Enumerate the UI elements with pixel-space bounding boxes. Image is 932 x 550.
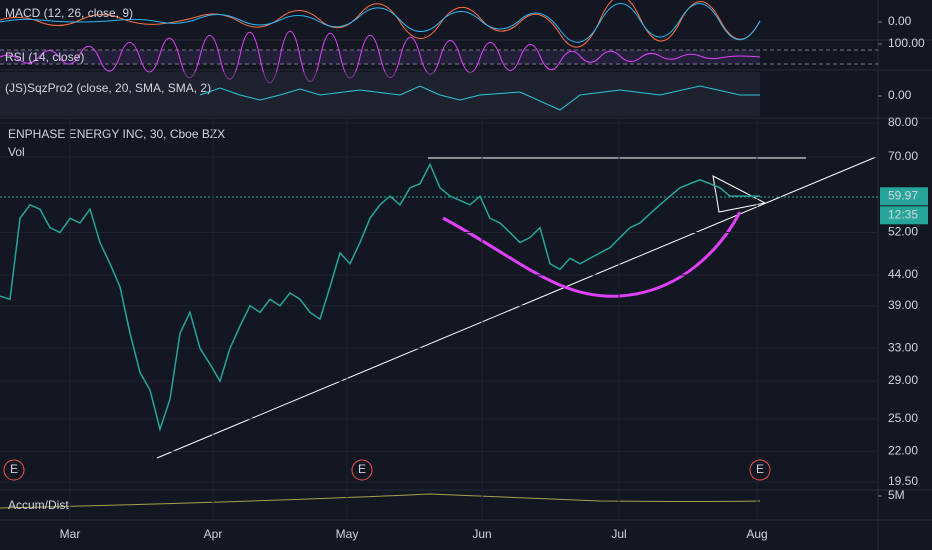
earnings-label: E [358, 462, 366, 476]
triangle-pattern [712, 175, 767, 213]
squeeze-bg [0, 72, 760, 116]
y-tick-label: 19.50 [888, 474, 918, 488]
panel-label: MACD (12, 26, close, 9) [5, 6, 133, 20]
accum-dist-line [0, 493, 761, 509]
x-tick-label: Jun [472, 527, 491, 541]
y-tick-label: 70.00 [888, 149, 918, 163]
chart-subtitle: Vol [8, 145, 25, 159]
x-tick-label: May [336, 527, 359, 541]
last-price-box [880, 187, 928, 206]
rsi-line [0, 31, 761, 83]
x-tick-label: Apr [204, 527, 223, 541]
panel-label: Accum/Dist [8, 498, 69, 512]
panel-tick-label: 0.00 [888, 88, 912, 102]
panel-tick-label: 5M [888, 488, 905, 502]
countdown-box [880, 206, 928, 225]
squeeze-line [199, 85, 760, 111]
earnings-marker [351, 459, 373, 481]
y-tick-label: 80.00 [888, 115, 918, 129]
trend-line [156, 156, 877, 459]
y-tick-label: 25.00 [888, 411, 918, 425]
y-tick-label: 33.00 [888, 340, 918, 354]
y-tick-label: 29.00 [888, 373, 918, 387]
panel-label: (JS)SqzPro2 (close, 20, SMA, SMA, 2) [5, 81, 211, 95]
cup-curve [442, 211, 742, 298]
y-tick-label: 39.00 [888, 298, 918, 312]
panel-tick-label: 0.00 [888, 14, 912, 28]
y-tick-label: 44.00 [888, 267, 918, 281]
earnings-label: E [10, 462, 18, 476]
x-tick-label: Mar [60, 527, 81, 541]
y-tick-label: 52.00 [888, 225, 918, 239]
y-tick-label: 22.00 [888, 443, 918, 457]
x-tick-label: Aug [746, 527, 767, 541]
signal-line [0, 3, 761, 43]
panel-label: RSI (14, close) [5, 50, 84, 64]
macd-line [0, 0, 761, 48]
chart-title: ENPHASE ENERGY INC, 30, Cboe BZX [8, 127, 225, 141]
panel-tick-label: 100.00 [888, 36, 925, 50]
earnings-marker [3, 459, 25, 481]
x-tick-label: Jul [611, 527, 626, 541]
price-line [0, 162, 760, 432]
countdown-label: 12:35 [888, 207, 918, 221]
earnings-label: E [756, 462, 764, 476]
earnings-marker [749, 459, 771, 481]
last-price-label: 59.97 [888, 188, 918, 202]
